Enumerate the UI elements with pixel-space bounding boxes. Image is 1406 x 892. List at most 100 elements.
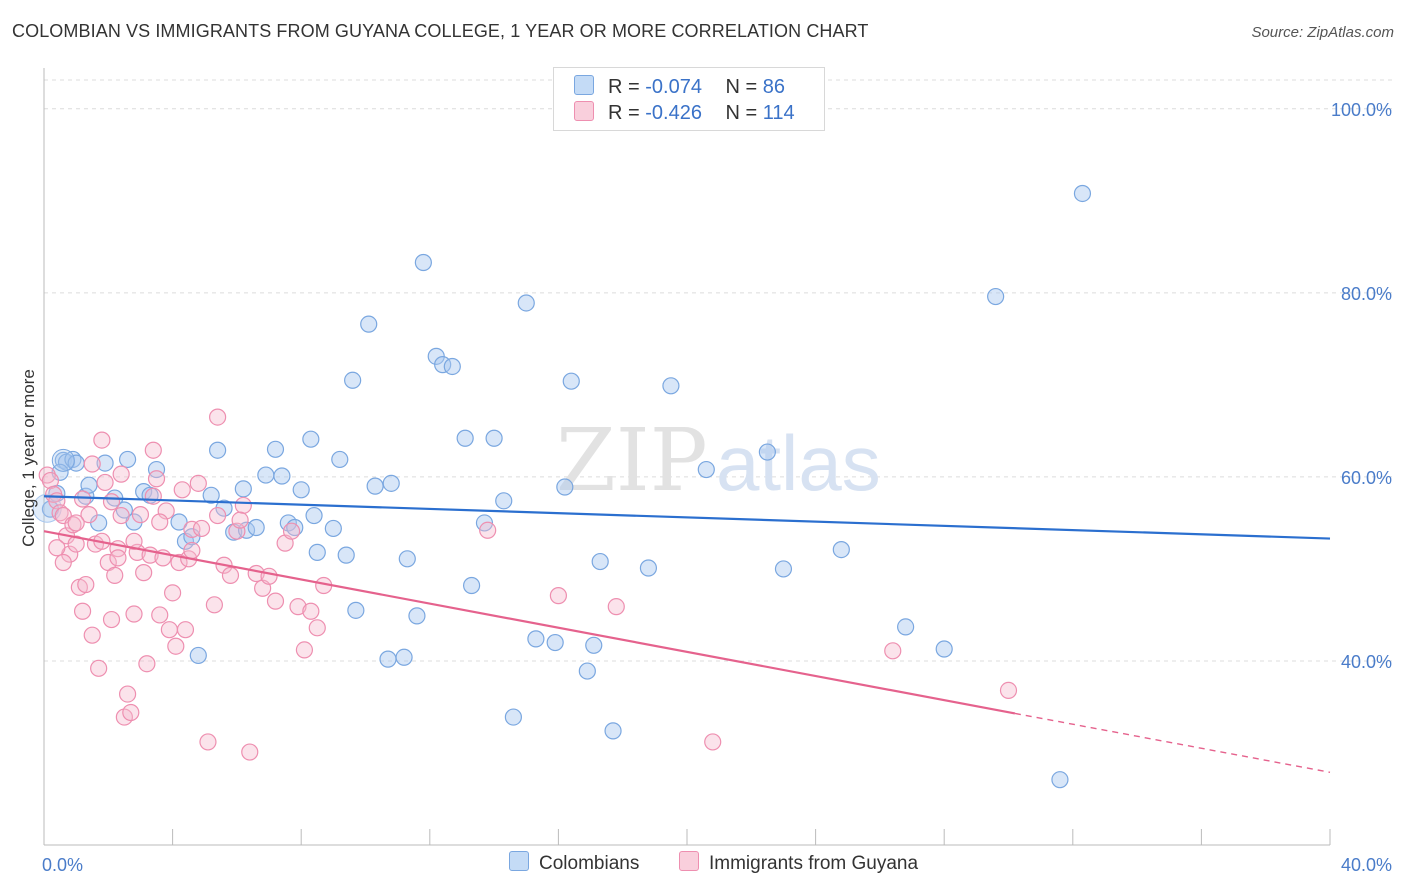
data-point	[443, 357, 461, 376]
data-point	[347, 601, 365, 619]
series-guyana-points	[38, 408, 1018, 761]
data-point	[112, 465, 130, 483]
data-point	[289, 598, 307, 616]
bottom-legend-label: Colombians	[539, 853, 640, 874]
series-colombians-points	[32, 184, 1092, 789]
data-point	[176, 621, 195, 639]
data-point	[234, 480, 252, 498]
data-point	[209, 441, 227, 459]
tick-labels: 40.0% 60.0% 80.0% 100.0% 0.0% 40.0%	[42, 100, 1392, 875]
data-point	[485, 429, 503, 447]
data-point	[199, 733, 217, 751]
watermark-atlas: atlas	[716, 419, 881, 507]
data-point	[1073, 184, 1092, 203]
data-point	[90, 659, 108, 677]
data-point	[987, 287, 1005, 306]
data-point	[562, 372, 580, 390]
data-point	[546, 633, 564, 652]
data-point	[382, 474, 400, 492]
data-point	[495, 492, 513, 510]
data-point	[170, 553, 188, 572]
data-point	[935, 640, 953, 658]
data-point	[884, 642, 902, 660]
data-point	[308, 619, 326, 637]
data-point	[77, 575, 95, 594]
data-point	[556, 478, 574, 496]
data-point	[257, 466, 275, 484]
data-point	[109, 549, 127, 567]
legend-n-label: N =	[725, 102, 758, 124]
data-point	[93, 431, 111, 449]
data-point	[67, 535, 85, 553]
data-point	[209, 506, 227, 525]
data-point	[585, 636, 603, 654]
data-point	[102, 610, 121, 629]
data-point	[96, 473, 114, 492]
grid-lines	[44, 79, 1392, 662]
data-point	[234, 496, 252, 515]
trend-line	[43, 530, 1016, 715]
data-point	[73, 602, 92, 620]
data-point	[115, 501, 133, 519]
data-point	[414, 253, 432, 272]
data-point	[832, 541, 850, 559]
data-point	[147, 470, 166, 488]
data-point	[241, 743, 259, 761]
y-tick-label: 80.0%	[1341, 284, 1392, 304]
data-point	[662, 377, 680, 395]
legend-r-label: R =	[608, 76, 640, 98]
data-point	[51, 504, 69, 522]
data-point	[77, 487, 95, 505]
watermark-zip: ZIP	[556, 411, 708, 511]
data-point	[305, 506, 323, 525]
data-point	[999, 681, 1018, 700]
legend-row-guyana: R = -0.426 N = 114	[574, 101, 795, 127]
data-point	[231, 511, 249, 529]
data-point	[308, 543, 326, 561]
data-point	[504, 708, 522, 726]
data-point	[462, 576, 481, 595]
data-point	[282, 522, 301, 540]
data-point	[344, 371, 362, 389]
legend-r-value: -0.074	[645, 76, 702, 98]
bottom-legend-colombians: Colombians	[509, 851, 639, 875]
data-point	[758, 443, 776, 461]
chart-title: COLOMBIAN VS IMMIGRANTS FROM GUYANA COLL…	[12, 21, 869, 41]
data-point	[147, 460, 166, 479]
legend-swatch-guyana	[574, 101, 594, 121]
bottom-legend-swatch-colombians	[509, 851, 529, 871]
data-point	[202, 486, 220, 504]
y-tick-label: 100.0%	[1331, 100, 1392, 120]
data-point	[221, 566, 240, 584]
y-tick-label: 40.0%	[1341, 652, 1392, 672]
data-point	[247, 518, 265, 537]
data-point	[38, 466, 56, 484]
data-point	[54, 553, 72, 572]
data-point	[697, 460, 715, 479]
data-point	[205, 596, 223, 614]
data-point	[774, 560, 793, 578]
data-point	[183, 541, 201, 560]
data-point	[118, 685, 137, 703]
data-point	[151, 606, 169, 624]
bottom-legend-label: Immigrants from Guyana	[709, 853, 919, 874]
data-point	[144, 487, 162, 505]
data-point	[135, 564, 153, 582]
data-point	[151, 513, 169, 531]
data-point	[292, 481, 310, 499]
data-point	[96, 454, 114, 472]
data-point	[51, 448, 75, 472]
data-point	[266, 592, 285, 610]
data-point	[106, 566, 124, 584]
bottom-legend-swatch-guyana	[679, 851, 699, 871]
data-point	[138, 655, 156, 673]
data-point	[324, 519, 342, 538]
data-point	[122, 703, 140, 722]
data-point	[639, 559, 658, 577]
data-point	[209, 408, 227, 426]
data-point	[366, 477, 384, 495]
data-point	[266, 440, 285, 458]
x-tick-label: 0.0%	[42, 855, 83, 875]
data-point	[125, 605, 143, 623]
